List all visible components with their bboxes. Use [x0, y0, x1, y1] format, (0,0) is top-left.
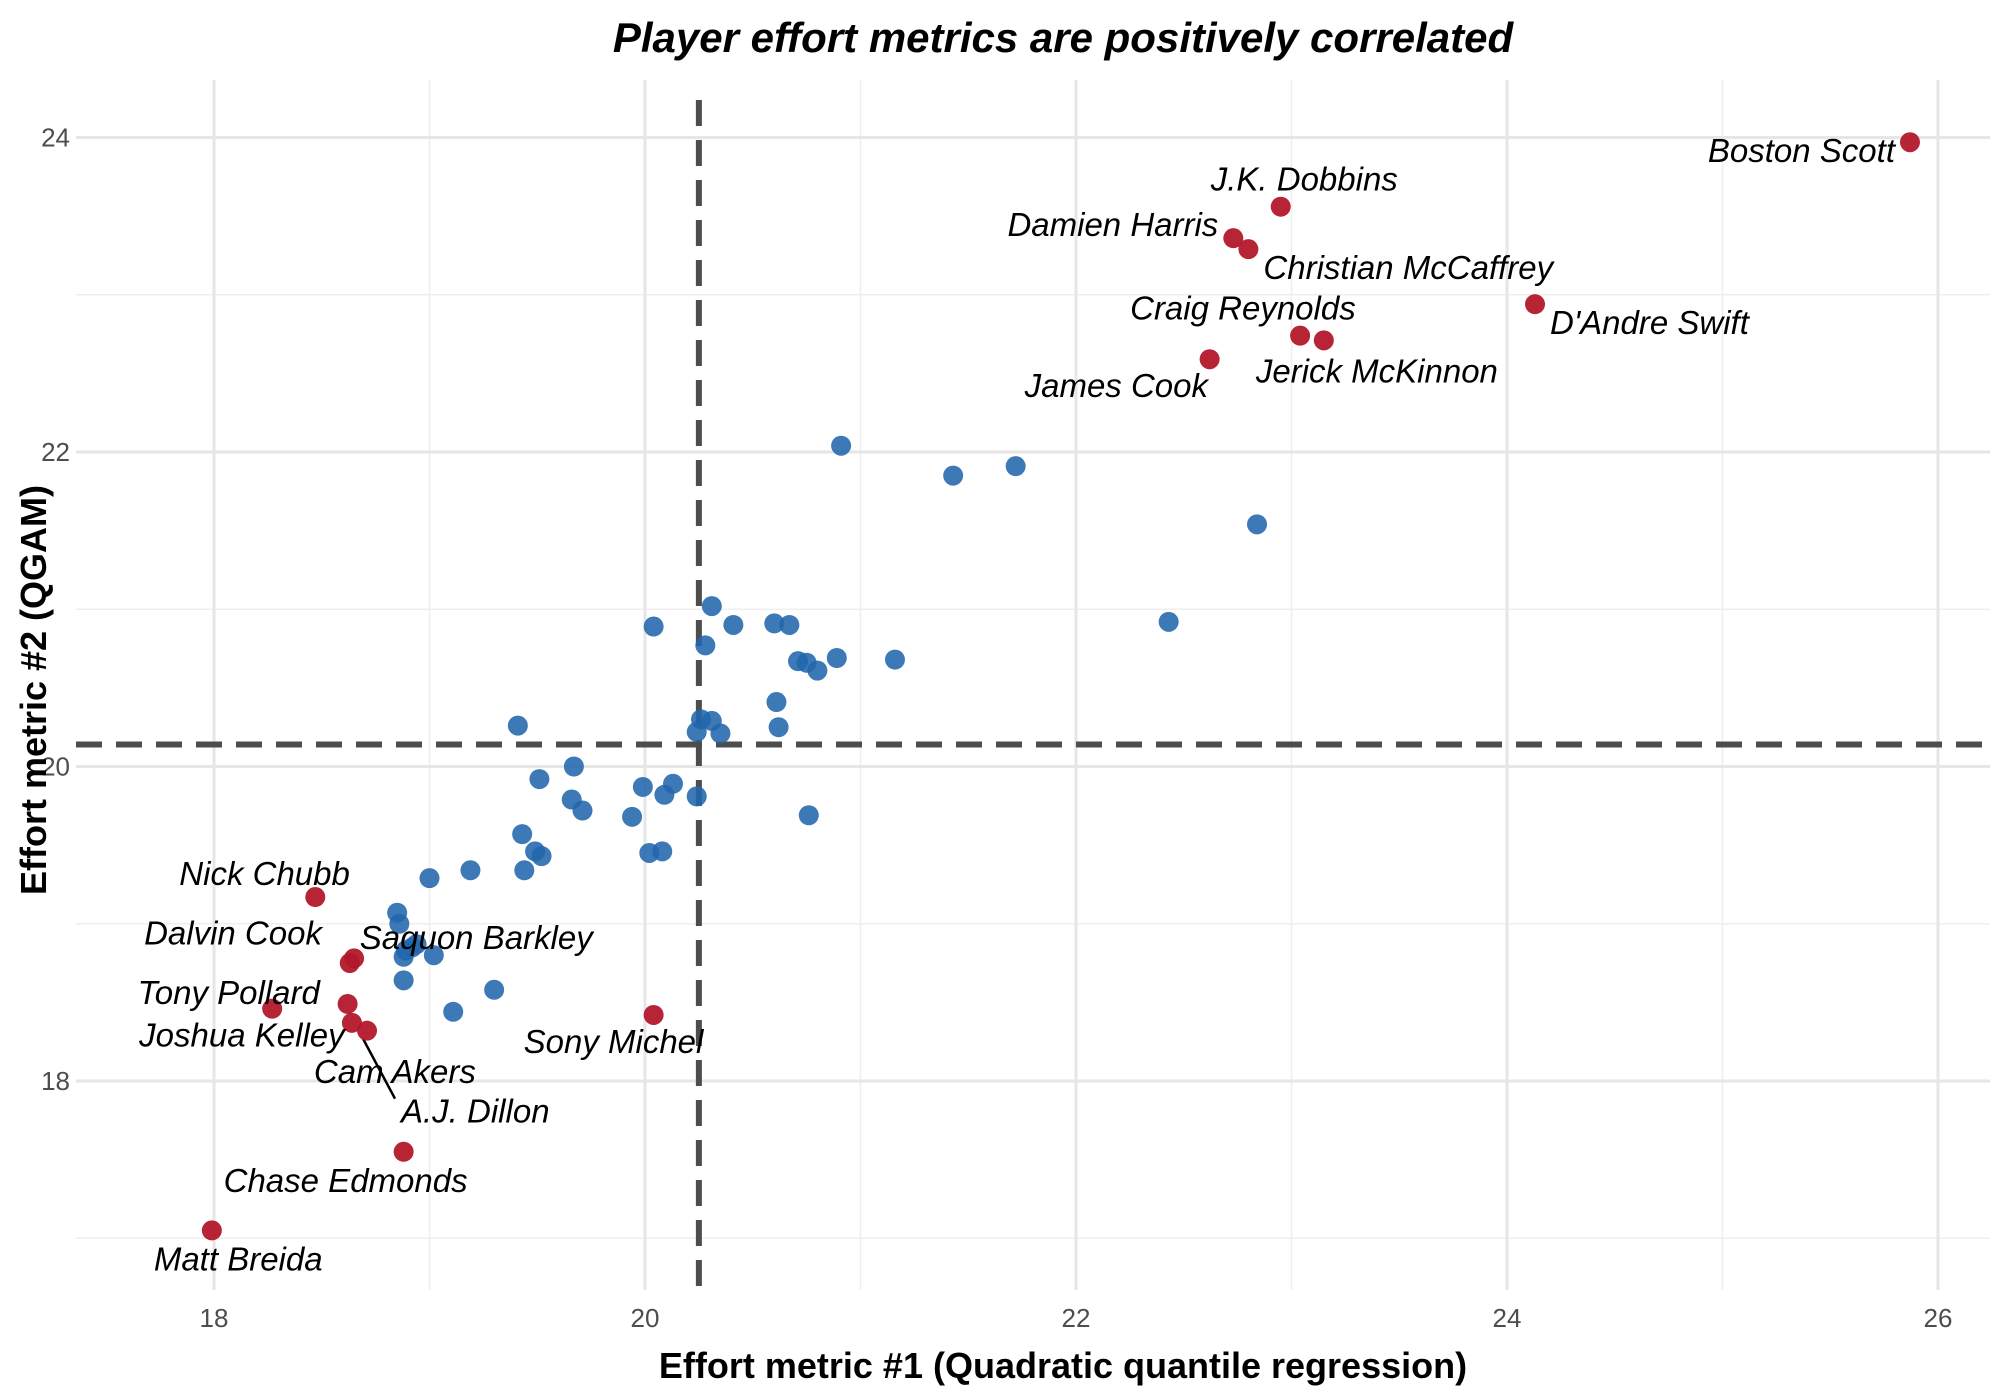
x-tick-label: 18	[200, 1303, 229, 1333]
player-point	[529, 769, 550, 790]
player-name-label: Sony Michel	[524, 1023, 705, 1060]
highlighted-player-point	[1899, 132, 1920, 153]
player-point	[423, 945, 444, 966]
player-point	[1158, 611, 1179, 632]
player-point	[695, 635, 716, 656]
highlighted-player-point	[1238, 239, 1259, 260]
highlighted-player-point	[339, 953, 360, 974]
highlighted-player-point	[341, 1012, 362, 1033]
player-name-label: Matt Breida	[154, 1240, 323, 1277]
player-point	[768, 717, 789, 738]
player-name-label: Boston Scott	[1708, 132, 1897, 169]
y-tick-label: 18	[41, 1066, 70, 1096]
player-name-label: Joshua Kelley	[138, 1017, 347, 1054]
player-point	[884, 649, 905, 670]
player-point	[531, 846, 552, 867]
player-point	[652, 841, 673, 862]
player-labels: Boston Scott J.K. Dobbins Damien Harris Chr…	[138, 132, 1897, 1277]
player-point	[632, 776, 653, 797]
player-name-label: J.K. Dobbins	[1210, 161, 1398, 198]
player-name-label: A.J. Dillon	[399, 1093, 550, 1130]
label-leader-lines	[361, 1038, 397, 1100]
highlighted-player-point	[393, 1141, 414, 1162]
highlighted-player-point	[1199, 349, 1220, 370]
y-tick-label: 24	[41, 123, 70, 153]
player-point	[393, 970, 414, 991]
reference-lines	[76, 100, 1990, 1290]
highlighted-player-point	[357, 1020, 378, 1041]
player-point	[514, 860, 535, 881]
player-name-label: Chase Edmonds	[224, 1162, 468, 1199]
highlighted-player-point	[1223, 228, 1244, 249]
player-name-label: Tony Pollard	[138, 974, 322, 1011]
chart-title: Player effort metrics are positively cor…	[613, 14, 1515, 61]
player-point	[710, 723, 731, 744]
player-point	[393, 946, 414, 967]
x-tick-label: 22	[1062, 1303, 1091, 1333]
highlighted-player-point	[262, 998, 283, 1019]
player-name-label: James Cook	[1024, 367, 1210, 404]
y-tick-label: 22	[41, 437, 70, 467]
minor-gridlines	[76, 80, 1990, 1290]
player-name-label: D'Andre Swift	[1550, 304, 1751, 341]
highlighted-player-point	[1525, 294, 1546, 315]
x-axis-tick-labels: 18 20 22 24 26	[200, 1303, 1953, 1333]
player-name-label: Saquon Barkley	[360, 919, 595, 956]
x-tick-label: 26	[1924, 1303, 1953, 1333]
player-point	[622, 806, 643, 827]
player-point	[779, 614, 800, 635]
player-point	[643, 616, 664, 637]
highlighted-player-point	[1290, 325, 1311, 346]
y-axis-title: Effort metric #2 (QGAM)	[13, 485, 54, 895]
y-tick-label: 20	[41, 752, 70, 782]
player-name-label: Nick Chubb	[179, 855, 350, 892]
x-tick-label: 20	[631, 1303, 660, 1333]
highlighted-players-points	[201, 132, 1920, 1241]
player-name-label: Damien Harris	[1007, 206, 1218, 243]
player-point	[807, 660, 828, 681]
player-name-label: Dalvin Cook	[144, 914, 323, 951]
player-name-label: Jerick McKinnon	[1255, 352, 1498, 389]
player-point	[419, 868, 440, 889]
highlighted-player-point	[643, 1004, 664, 1025]
highlighted-player-point	[201, 1220, 222, 1241]
player-point	[798, 805, 819, 826]
player-point	[831, 435, 852, 456]
player-point	[460, 860, 481, 881]
player-point	[572, 800, 593, 821]
player-point	[764, 613, 785, 634]
y-axis-tick-labels: 18 20 22 24	[41, 123, 70, 1097]
player-point	[826, 647, 847, 668]
highlighted-player-point	[305, 887, 326, 908]
player-point	[766, 692, 787, 713]
player-point	[443, 1001, 464, 1022]
highlighted-player-point	[1313, 330, 1334, 351]
player-point	[723, 614, 744, 635]
player-point	[484, 979, 505, 1000]
player-point	[507, 715, 528, 736]
player-name-label: Cam Akers	[314, 1053, 476, 1090]
player-point	[389, 913, 410, 934]
player-point	[943, 465, 964, 486]
major-gridlines	[76, 80, 1990, 1290]
x-tick-label: 24	[1493, 1303, 1522, 1333]
player-point	[686, 786, 707, 807]
player-point	[1005, 456, 1026, 477]
player-point	[406, 934, 427, 955]
player-point	[654, 784, 675, 805]
highlighted-player-point	[1270, 196, 1291, 217]
player-point	[1247, 514, 1268, 535]
player-point	[563, 756, 584, 777]
player-point	[512, 824, 533, 845]
label-leader-line	[361, 1038, 397, 1100]
other-players-points	[387, 435, 1268, 1022]
player-point	[686, 721, 707, 742]
highlighted-player-point	[337, 993, 358, 1014]
player-point	[701, 596, 722, 617]
player-name-label: Craig Reynolds	[1130, 290, 1356, 327]
player-name-label: Christian McCaffrey	[1263, 249, 1555, 286]
x-axis-title: Effort metric #1 (Quadratic quantile reg…	[659, 1345, 1467, 1386]
